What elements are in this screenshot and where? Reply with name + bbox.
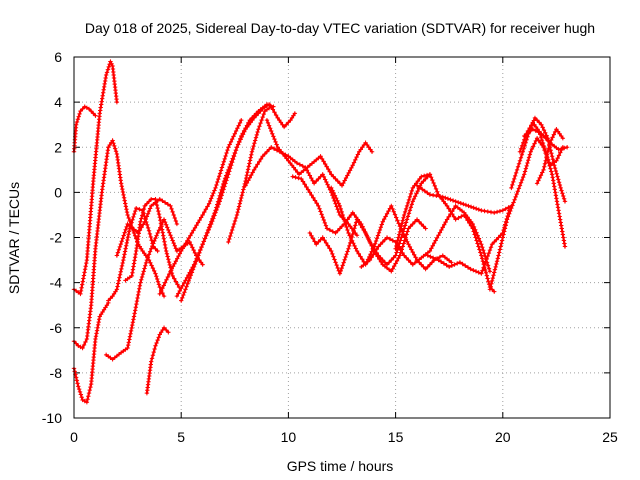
series-4 bbox=[71, 300, 111, 405]
series-line bbox=[291, 173, 432, 266]
y-tick-label: 2 bbox=[54, 139, 62, 155]
series-8 bbox=[144, 325, 171, 396]
series-markers bbox=[487, 136, 566, 292]
series-26 bbox=[522, 127, 570, 152]
series-10 bbox=[157, 117, 244, 297]
series-9 bbox=[114, 196, 180, 258]
y-tick-label: -10 bbox=[42, 410, 62, 426]
y-tick-label: -4 bbox=[50, 275, 63, 291]
series-6 bbox=[106, 205, 160, 303]
series-markers bbox=[534, 127, 566, 186]
y-tick-label: -2 bbox=[50, 230, 63, 246]
series-line bbox=[415, 184, 513, 214]
series-22 bbox=[414, 183, 514, 215]
series-11 bbox=[179, 102, 276, 303]
series-20 bbox=[393, 172, 497, 294]
series-markers bbox=[157, 117, 244, 297]
x-tick-label: 5 bbox=[177, 429, 185, 445]
grid-lines bbox=[74, 57, 610, 418]
x-axis-label: GPS time / hours bbox=[287, 458, 394, 474]
series-markers bbox=[522, 127, 570, 152]
series-markers bbox=[114, 196, 180, 258]
series-markers bbox=[174, 102, 272, 299]
series-12 bbox=[174, 102, 272, 299]
series-markers bbox=[144, 325, 171, 396]
series-markers bbox=[307, 217, 428, 276]
series-19 bbox=[359, 203, 493, 274]
y-axis-label: SDTVAR / TECUs bbox=[6, 182, 22, 294]
data-traces bbox=[71, 59, 570, 405]
series-15 bbox=[264, 117, 375, 188]
x-tick-label: 10 bbox=[281, 429, 297, 445]
series-line bbox=[180, 103, 275, 302]
chart-title: Day 018 of 2025, Sidereal Day-to-day VTE… bbox=[85, 20, 595, 36]
series-14 bbox=[243, 145, 360, 238]
series-5 bbox=[103, 217, 205, 362]
series-markers bbox=[393, 172, 497, 294]
series-markers bbox=[106, 205, 160, 303]
series-markers bbox=[71, 104, 98, 154]
series-markers bbox=[264, 117, 375, 188]
plot-frame bbox=[73, 56, 611, 419]
series-markers bbox=[414, 183, 514, 215]
series-markers bbox=[179, 102, 276, 303]
series-1 bbox=[71, 104, 98, 154]
series-13 bbox=[226, 104, 298, 245]
y-tick-label: 6 bbox=[54, 49, 62, 65]
x-tick-label: 25 bbox=[602, 429, 618, 445]
series-line bbox=[488, 137, 564, 291]
series-markers bbox=[103, 217, 205, 362]
x-tick-label: 20 bbox=[495, 429, 511, 445]
x-tick-label: 15 bbox=[388, 429, 404, 445]
x-tick-label: 0 bbox=[70, 429, 78, 445]
series-line bbox=[244, 146, 359, 237]
series-markers bbox=[359, 203, 493, 274]
series-markers bbox=[243, 145, 360, 238]
series-27 bbox=[534, 127, 566, 186]
y-tick-label: -8 bbox=[50, 365, 63, 381]
series-23 bbox=[487, 136, 566, 292]
axis-tick-labels: 0 5 10 15 20 25 -10 -8 -6 -4 -2 0 2 4 6 bbox=[42, 49, 618, 445]
y-tick-label: 0 bbox=[54, 184, 62, 200]
y-tick-label: 4 bbox=[54, 94, 62, 110]
y-tick-label: -6 bbox=[50, 320, 63, 336]
series-markers bbox=[226, 104, 298, 245]
